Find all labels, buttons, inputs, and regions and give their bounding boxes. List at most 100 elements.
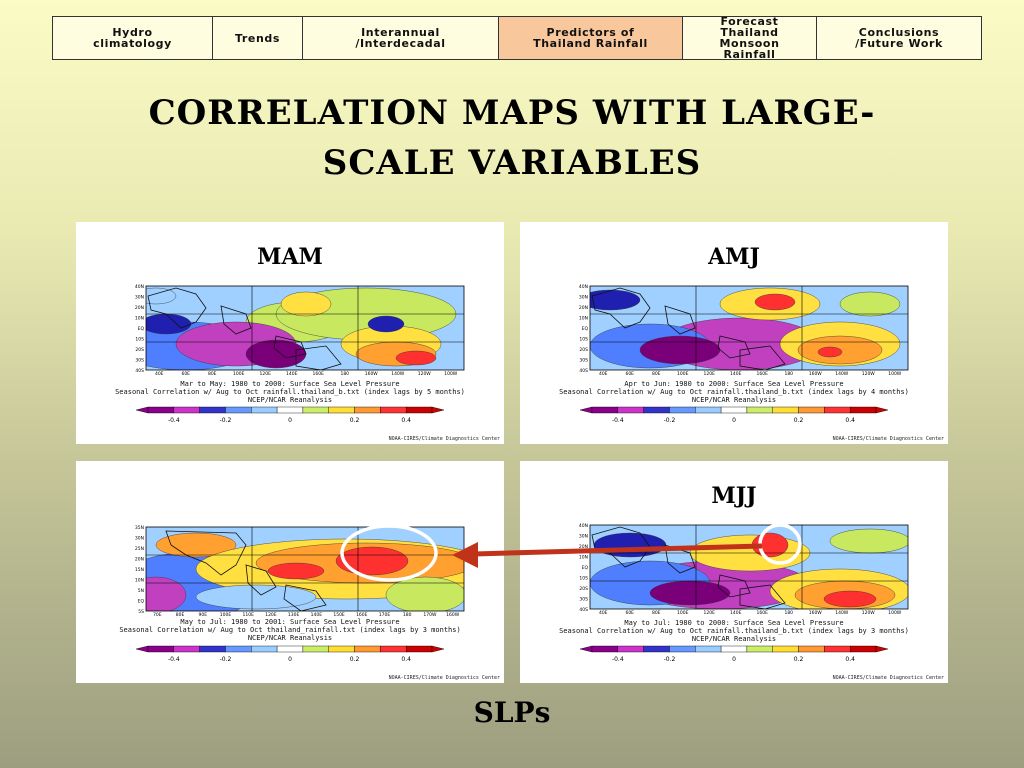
lon-label: 80E <box>208 371 217 376</box>
lon-label: 140E <box>730 371 742 376</box>
lon-label: 120W <box>862 371 876 376</box>
lon-label: 140E <box>286 371 298 376</box>
panel-title: MAM <box>257 244 323 270</box>
colorbar-tick-label: 0.2 <box>794 656 804 663</box>
panel-title: AMJ <box>708 244 760 270</box>
colorbar-swatch <box>354 645 381 653</box>
correlation-map-mjj: 40N 30N 20N 10N EQ 10S 20S 30S 40S 40E 60E 80E 100E 1… <box>579 523 909 615</box>
colorbar-swatch <box>591 406 619 414</box>
lon-label: 170E <box>379 612 391 617</box>
lon-label: 60E <box>181 371 190 376</box>
footer-label: SLPs <box>473 696 551 729</box>
lat-label: 20N <box>135 305 144 311</box>
lon-label: 80E <box>652 610 661 615</box>
colorbar-end <box>875 645 889 653</box>
colorbar-swatch <box>328 406 355 414</box>
colorbar-swatch <box>328 645 355 653</box>
lat-label: 40N <box>579 523 588 529</box>
lat-label: 30S <box>135 358 144 364</box>
lat-label: 5S <box>138 609 144 615</box>
lat-label: EQ <box>138 599 145 605</box>
lon-label: 160E <box>313 371 325 376</box>
colorbar-tick-label: 0.4 <box>401 417 411 424</box>
colorbar-swatch <box>849 645 877 653</box>
lat-label: 40S <box>579 368 588 374</box>
lon-label: 140W <box>835 610 849 615</box>
coastline <box>147 287 207 329</box>
colorbar-swatch <box>147 406 175 414</box>
colorbar-swatch <box>380 406 407 414</box>
map-caption: May to Jul: 1980 to 2000: Surface Sea Le… <box>624 619 844 627</box>
lat-label: 20N <box>135 557 144 563</box>
credit-label: NOAA-CIRES/Climate Diagnostics Center <box>832 675 944 681</box>
panel-mam: MAM 40N 30N 20N 10N EQ 10S 20S 30S 40S 40E 60E 80E 1… <box>76 222 504 444</box>
lat-label: 10S <box>579 576 588 582</box>
correlation-map-amj: 40N 30N 20N 10N EQ 10S 20S 30S 40S 40E 60E 80E 100E 1… <box>579 284 909 376</box>
colorbar-swatch <box>276 645 304 653</box>
colorbar-swatch <box>824 645 851 653</box>
colorbar-swatch <box>669 645 696 653</box>
nav-tab-trends[interactable]: Trends <box>213 17 303 59</box>
nav-tab-conclusions[interactable]: Conclusions /Future Work <box>855 26 943 50</box>
colorbar-tick-label: 0 <box>288 656 292 663</box>
lat-label: 20S <box>579 347 588 353</box>
lat-label: 20S <box>135 347 144 353</box>
lat-label: 20N <box>579 305 588 311</box>
colorbar-swatch <box>302 406 329 414</box>
lon-label: 150E <box>333 612 345 617</box>
colorbar-end <box>875 406 889 414</box>
nav-tab-interannual[interactable]: Interannual /Interdecadal <box>303 17 499 59</box>
lat-label: 5N <box>138 588 144 594</box>
colorbar-tick-label: 0.4 <box>845 656 855 663</box>
panel-zoom: 35N 30N 25N 20N 15N 10N 5N EQ 5S 70E 80E 90E 100E 110… <box>76 461 504 683</box>
lat-label: 30N <box>579 295 588 301</box>
colorbar-end <box>579 406 593 414</box>
lat-label: 10N <box>135 316 144 322</box>
correlation-contour <box>367 315 405 333</box>
nav-tab-hydroclimatology[interactable]: Hydro climatology <box>53 17 213 59</box>
correlation-contour <box>267 562 325 580</box>
coastline <box>295 345 342 370</box>
correlation-contour <box>751 532 789 558</box>
colorbar-tick-label: -0.4 <box>612 656 624 663</box>
colorbar-end <box>135 406 149 414</box>
nav-bar: Hydro climatology Trends Interannual /In… <box>52 16 982 60</box>
correlation-contour <box>839 291 901 317</box>
lon-label: 160W <box>365 371 379 376</box>
colorbar-tick-label: 0 <box>732 417 736 424</box>
nav-tab-predictors[interactable]: Predictors of Thailand Rainfall <box>499 17 683 59</box>
lon-label: 90E <box>198 612 207 617</box>
lon-label: 100W <box>888 610 902 615</box>
colorbar-swatch <box>354 406 381 414</box>
colorbar-end <box>135 645 149 653</box>
lon-label: 40E <box>155 371 164 376</box>
lat-label: 10N <box>579 316 588 322</box>
correlation-contour <box>146 313 192 335</box>
lon-label: 160W <box>809 371 823 376</box>
lon-label: 140W <box>835 371 849 376</box>
lat-label: 10S <box>579 337 588 343</box>
colorbar-swatch <box>746 645 773 653</box>
credit-label: NOAA-CIRES/Climate Diagnostics Center <box>832 436 944 442</box>
lon-label: 180 <box>340 371 349 376</box>
lat-label: EQ <box>138 326 145 332</box>
colorbar-tick-label: -0.4 <box>168 417 180 424</box>
coastline <box>220 305 252 335</box>
lon-label: 120E <box>265 612 277 617</box>
panel-mjj: MJJ 40N 30N 20N 10N EQ 10S 20S 30S 40S 40E 60E 80E 1… <box>520 461 948 683</box>
correlation-contour <box>245 339 307 369</box>
map-caption: NCEP/NCAR Reanalysis <box>247 634 333 642</box>
coastline <box>283 584 327 611</box>
lat-label: 30S <box>579 358 588 364</box>
colorbar-swatch <box>380 645 407 653</box>
colorbar-swatch <box>669 406 696 414</box>
correlation-contour <box>385 576 464 611</box>
map-caption: Seasonal Correlation w/ Aug to Oct rainf… <box>115 388 465 396</box>
nav-tab-forecast[interactable]: Forecast Thailand Monsoon Rainfall <box>683 16 817 60</box>
lat-label: 30N <box>579 534 588 540</box>
correlation-contour <box>280 291 332 317</box>
colorbar-swatch <box>405 645 433 653</box>
lat-label: 40S <box>579 607 588 613</box>
colorbar-swatch <box>798 645 825 653</box>
colorbar-tick-label: -0.2 <box>664 417 676 424</box>
